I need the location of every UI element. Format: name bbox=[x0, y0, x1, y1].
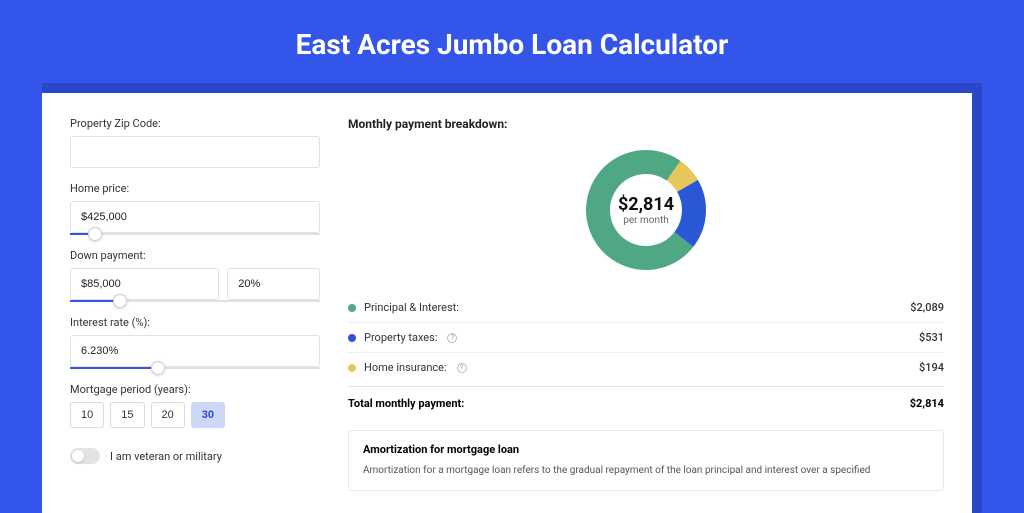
donut-center-sub: per month bbox=[623, 215, 669, 226]
legend-label: Home insurance: bbox=[364, 361, 447, 374]
legend-value: $531 bbox=[919, 331, 944, 344]
home-price-input[interactable] bbox=[70, 201, 320, 233]
legend-dot bbox=[348, 334, 356, 342]
amortization-text: Amortization for a mortgage loan refers … bbox=[363, 464, 929, 478]
legend-value: $194 bbox=[919, 361, 944, 374]
down-payment-slider[interactable] bbox=[70, 300, 320, 302]
home-price-label: Home price: bbox=[70, 182, 320, 195]
veteran-toggle[interactable] bbox=[70, 448, 100, 464]
interest-input[interactable] bbox=[70, 335, 320, 367]
legend-row: Property taxes:? $531 bbox=[348, 323, 944, 353]
zip-label: Property Zip Code: bbox=[70, 117, 320, 130]
legend-row: Principal & Interest: $2,089 bbox=[348, 293, 944, 323]
info-icon[interactable]: ? bbox=[447, 333, 457, 343]
period-label: Mortgage period (years): bbox=[70, 383, 320, 396]
page-title: East Acres Jumbo Loan Calculator bbox=[0, 0, 1024, 83]
down-payment-label: Down payment: bbox=[70, 249, 320, 262]
interest-slider-fill bbox=[70, 367, 158, 369]
interest-label: Interest rate (%): bbox=[70, 316, 320, 329]
calculator-card: Property Zip Code: Home price: Down paym… bbox=[42, 93, 972, 513]
info-icon[interactable]: ? bbox=[457, 363, 467, 373]
veteran-toggle-knob bbox=[72, 450, 84, 462]
legend-dot bbox=[348, 364, 356, 372]
legend-label: Property taxes: bbox=[364, 331, 437, 344]
legend-row: Home insurance:? $194 bbox=[348, 353, 944, 382]
period-button-30[interactable]: 30 bbox=[191, 402, 225, 428]
veteran-label: I am veteran or military bbox=[110, 450, 222, 463]
zip-input[interactable] bbox=[70, 136, 320, 168]
period-button-20[interactable]: 20 bbox=[151, 402, 185, 428]
total-label: Total monthly payment: bbox=[348, 397, 464, 410]
total-value: $2,814 bbox=[910, 397, 944, 410]
down-payment-slider-thumb[interactable] bbox=[113, 294, 127, 308]
breakdown-title: Monthly payment breakdown: bbox=[348, 117, 944, 131]
form-panel: Property Zip Code: Home price: Down paym… bbox=[70, 117, 320, 513]
period-button-10[interactable]: 10 bbox=[70, 402, 104, 428]
interest-slider[interactable] bbox=[70, 367, 320, 369]
payment-donut-chart: $2,814 per month bbox=[581, 145, 711, 275]
period-button-15[interactable]: 15 bbox=[110, 402, 144, 428]
home-price-slider[interactable] bbox=[70, 233, 320, 235]
donut-center-value: $2,814 bbox=[618, 194, 674, 215]
amortization-box: Amortization for mortgage loan Amortizat… bbox=[348, 430, 944, 491]
breakdown-panel: Monthly payment breakdown: $2,814 per mo… bbox=[320, 117, 944, 513]
legend-value: $2,089 bbox=[910, 301, 944, 314]
interest-slider-thumb[interactable] bbox=[151, 361, 165, 375]
legend-dot bbox=[348, 304, 356, 312]
down-payment-input[interactable] bbox=[70, 268, 219, 300]
card-shadow: Property Zip Code: Home price: Down paym… bbox=[42, 83, 982, 513]
amortization-title: Amortization for mortgage loan bbox=[363, 443, 929, 456]
period-buttons: 1015 2030 bbox=[70, 402, 320, 428]
down-payment-pct-input[interactable] bbox=[227, 268, 320, 300]
legend-label: Principal & Interest: bbox=[364, 301, 459, 314]
home-price-slider-thumb[interactable] bbox=[88, 227, 102, 241]
